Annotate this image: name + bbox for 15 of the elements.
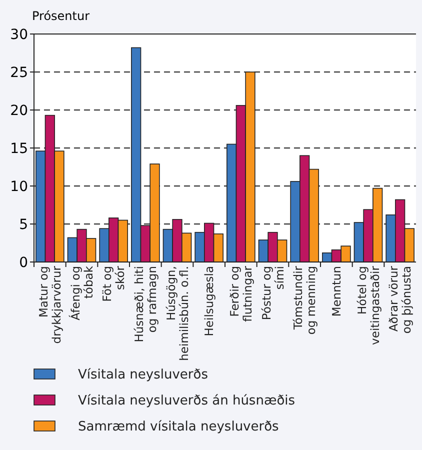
y-tick-label: 30 — [10, 26, 28, 43]
x-tick-label: Matur og drykkjarvörur — [36, 266, 64, 344]
y-tick-label: 10 — [10, 178, 28, 195]
y-tick-label: 25 — [10, 64, 28, 81]
x-tick-label: Heilsugæsla — [202, 266, 216, 336]
y-axis-title: Prósentur — [32, 9, 90, 23]
y-tick-label: 0 — [19, 254, 28, 271]
legend-label: Samræmd vísitala neysluverðs — [78, 420, 280, 435]
x-tick-label: Menntun — [329, 266, 344, 317]
y-tick-label: 5 — [19, 216, 28, 233]
y-tick-label: 15 — [10, 140, 28, 157]
legend-label: Vísitala neysluverðs án húsnæðis — [78, 394, 296, 409]
legend-label: Vísitala neysluverðs — [78, 368, 208, 383]
x-tick-label: Húsgögn, heimilisbún. o.fl. — [164, 266, 191, 361]
y-tick-label: 20 — [10, 102, 28, 119]
